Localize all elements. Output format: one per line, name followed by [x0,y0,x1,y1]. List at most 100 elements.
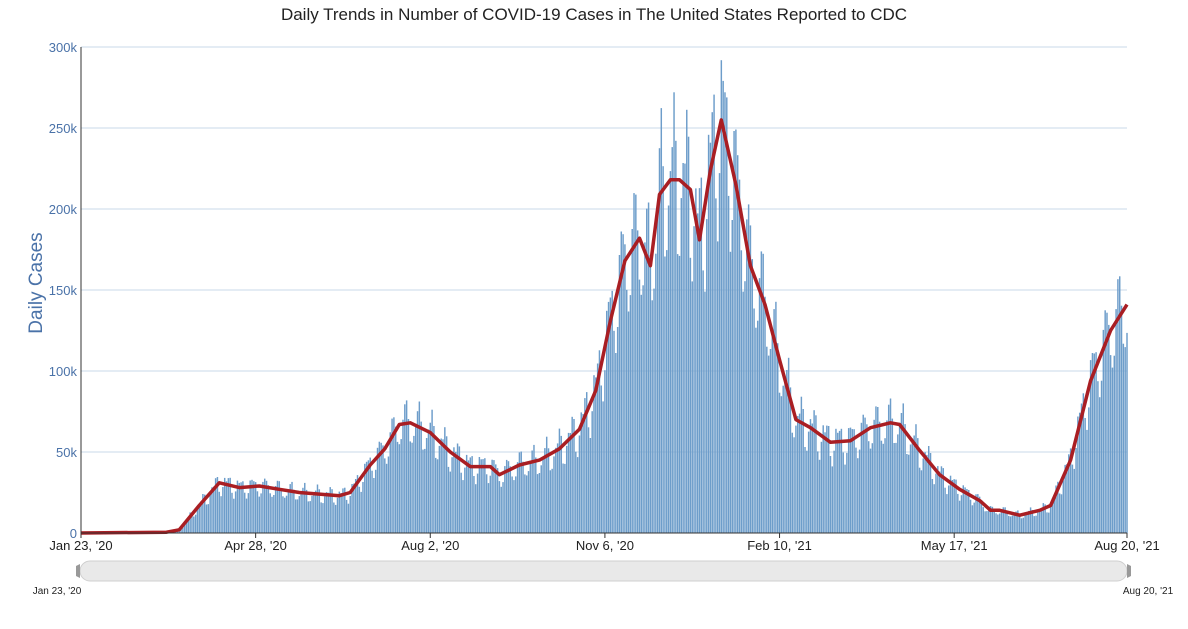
daily-case-bar [1041,508,1042,533]
navigator-track[interactable] [80,561,1127,581]
daily-case-bar [973,503,974,533]
daily-case-bar [1112,368,1113,533]
daily-case-bar [497,468,498,533]
daily-case-bar [1019,514,1020,533]
daily-case-bar [741,250,742,533]
daily-case-bar [500,487,501,533]
daily-case-bar [422,450,423,533]
daily-case-bar [913,436,914,534]
navigator-right-handle[interactable] [1127,564,1131,578]
daily-case-bar [890,399,891,534]
daily-case-bar [870,449,871,533]
daily-case-bar [848,428,849,533]
range-navigator[interactable]: Jan 23, '20 Aug 20, '21 [33,561,1174,597]
daily-case-bar [248,493,249,533]
daily-case-bar [999,514,1000,534]
daily-case-bar [892,419,893,533]
daily-case-bar [433,426,434,533]
daily-case-bar [1115,309,1116,533]
daily-case-bar [286,496,287,533]
daily-case-bar [926,455,927,533]
daily-case-bar [792,433,793,533]
daily-case-bar [637,230,638,533]
daily-case-bar [269,493,270,533]
daily-case-bar [997,515,998,534]
daily-case-bar [630,295,631,533]
navigator-left-handle[interactable] [76,564,80,578]
daily-case-bar [430,423,431,533]
daily-case-bar [304,483,305,533]
daily-case-bar [719,173,720,533]
daily-case-bar [346,500,347,533]
daily-case-bar [368,460,369,533]
daily-case-bar [213,487,214,533]
daily-case-bar [904,424,905,533]
daily-case-bar [231,493,232,533]
daily-case-bar [333,503,334,534]
daily-case-bar [437,459,438,533]
x-tick-label: Feb 10, '21 [747,538,812,553]
daily-case-bar [917,438,918,533]
daily-case-bar [881,441,882,533]
daily-case-bar [657,204,658,533]
daily-case-bar [830,456,831,533]
daily-case-bar [328,493,329,533]
daily-case-bar [626,290,627,533]
daily-case-bar [639,280,640,533]
daily-case-bar [1010,516,1011,533]
daily-case-bar [479,457,480,533]
navigator-end-label: Aug 20, '21 [1123,586,1174,597]
daily-case-bar [1075,448,1076,533]
daily-case-bar [817,451,818,533]
daily-case-bar [844,465,845,533]
daily-case-bar [524,474,525,533]
daily-case-bar [693,226,694,533]
daily-case-bar [275,486,276,533]
daily-case-bar [782,386,783,533]
daily-case-bar [617,327,618,533]
daily-case-bar [872,443,873,533]
daily-case-bar [784,377,785,533]
daily-case-bar [1114,356,1115,533]
daily-case-bar [753,309,754,534]
daily-case-bar [579,436,580,534]
daily-case-bars [86,60,1128,533]
daily-case-bar [375,470,376,533]
daily-case-bar [706,219,707,533]
daily-case-bar [759,278,760,533]
daily-case-bar [739,180,740,533]
daily-case-bar [260,493,261,533]
daily-case-bar [417,411,418,533]
daily-case-bar [410,441,411,533]
daily-case-bar [220,496,221,533]
daily-case-bar [810,419,811,533]
daily-case-bar [442,439,443,533]
daily-case-bar [602,401,603,533]
daily-case-bar [662,166,663,533]
daily-case-bar [448,467,449,533]
daily-case-bar [628,312,629,534]
daily-case-bar [415,424,416,533]
daily-case-bar [555,448,556,533]
daily-case-bar [779,393,780,533]
daily-case-bar [650,255,651,533]
daily-case-bar [502,482,503,533]
daily-case-bar [806,451,807,533]
daily-case-bar [219,492,220,533]
daily-case-bar [970,500,971,533]
daily-case-bar [939,472,940,534]
daily-case-bar [671,147,672,533]
daily-case-bar [846,453,847,533]
daily-case-bar [724,92,725,533]
daily-case-bar [737,155,738,533]
daily-case-bar [402,420,403,533]
daily-case-bar [804,447,805,533]
daily-case-bar [293,490,294,533]
daily-case-bar [460,473,461,533]
daily-case-bar [1097,381,1098,533]
daily-case-bar [470,457,471,533]
daily-case-bar [510,466,511,533]
daily-case-bar [812,424,813,534]
daily-case-bar [208,504,209,533]
daily-case-bar [197,509,198,533]
